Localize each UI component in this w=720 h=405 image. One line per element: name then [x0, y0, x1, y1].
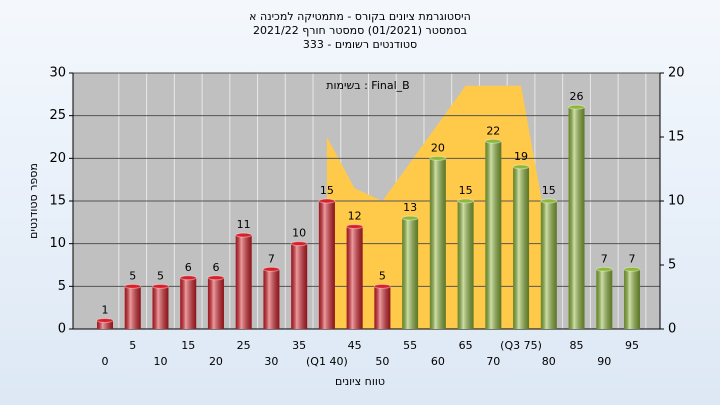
y-tick-label: 0: [58, 322, 66, 337]
bar-shine: [235, 235, 252, 329]
bar-cap: [568, 104, 586, 110]
x-tick-label: 90: [597, 355, 611, 368]
bar-cap: [207, 275, 225, 281]
bar-cap: [262, 266, 280, 272]
y-axis-label: מספר סטודנטים: [27, 163, 40, 239]
x-tick-label: 35: [292, 339, 306, 352]
bar-shine: [624, 269, 640, 329]
x-tick-label: 65: [459, 339, 473, 352]
data-label: 22: [486, 124, 500, 137]
annotation: בשימות : Final_B: [326, 79, 409, 92]
data-label: 6: [185, 261, 192, 274]
bar-cap: [540, 198, 558, 204]
bar-cap: [235, 232, 253, 238]
y2-tick-label: 15: [668, 130, 685, 145]
bar-shine: [485, 141, 502, 329]
bar-cap: [595, 266, 613, 272]
data-label: 13: [403, 201, 417, 214]
x-tick-label: 45: [348, 339, 362, 352]
x-tick-label: 10: [153, 355, 167, 368]
chart-subtitle: סטודנטים רשומים - 333: [303, 38, 417, 51]
bar-shine: [97, 320, 113, 329]
data-label: 15: [320, 184, 334, 197]
data-label: 26: [570, 90, 584, 103]
data-label: 11: [237, 218, 251, 231]
bar-shine: [291, 243, 308, 329]
data-label: 7: [601, 252, 608, 265]
bar-shine: [457, 201, 474, 329]
bar-shine: [596, 269, 613, 329]
data-label: 6: [212, 261, 219, 274]
bar-shine: [513, 166, 530, 329]
bar-cap: [401, 215, 419, 221]
bar-shine: [429, 158, 446, 329]
x-tick-label: (Q1 40): [306, 355, 348, 368]
bar-cap: [124, 283, 142, 289]
data-label: 15: [542, 184, 556, 197]
x-tick-label: 85: [570, 339, 584, 352]
y2-tick-label: 10: [668, 194, 685, 209]
bar-cap: [290, 241, 308, 247]
y2-tick-label: 0: [668, 322, 676, 337]
chart-title: היסטוגרמת ציונים בקורס - מתמטיקה למכינה …: [249, 10, 471, 23]
bar-cap: [623, 266, 641, 272]
y-tick-label: 5: [58, 279, 66, 294]
x-tick-label: (Q3 75): [500, 339, 542, 352]
y-tick-label: 10: [49, 236, 66, 251]
bar-cap: [429, 155, 447, 161]
x-tick-label: 0: [102, 355, 109, 368]
data-label: 19: [514, 150, 528, 163]
chart-subtitle: בסמסטר (01/2021) סמסטר חורף 2021/22: [253, 24, 467, 37]
y2-tick-label: 5: [668, 258, 676, 273]
x-tick-label: 95: [625, 339, 639, 352]
y-tick-label: 25: [49, 108, 66, 123]
bar-shine: [263, 269, 280, 329]
bar-cap: [179, 275, 197, 281]
y-tick-label: 15: [49, 194, 66, 209]
data-label: 15: [459, 184, 473, 197]
data-label: 5: [379, 269, 386, 282]
bar-shine: [568, 107, 585, 329]
x-tick-label: 15: [181, 339, 195, 352]
x-tick-label: 70: [486, 355, 500, 368]
bar-cap: [346, 224, 364, 230]
y-tick-label: 20: [49, 151, 66, 166]
bar-shine: [374, 286, 391, 329]
data-label: 1: [102, 303, 109, 316]
data-label: 7: [268, 252, 275, 265]
x-tick-label: 25: [237, 339, 251, 352]
bar-shine: [152, 286, 169, 329]
bar-shine: [540, 201, 557, 329]
x-tick-label: 5: [129, 339, 136, 352]
x-tick-label: 30: [264, 355, 278, 368]
bar-shine: [124, 286, 141, 329]
x-tick-label: 20: [209, 355, 223, 368]
bar-shine: [180, 277, 197, 329]
data-label: 12: [348, 210, 362, 223]
x-axis-label: טווח ציונים: [335, 375, 385, 388]
bar-shine: [402, 218, 419, 329]
bar-cap: [457, 198, 475, 204]
y-tick-label: 30: [49, 66, 66, 81]
bar-shine: [318, 201, 335, 329]
bar-cap: [484, 138, 502, 144]
data-label: 5: [129, 269, 136, 282]
bar-cap: [512, 164, 530, 170]
data-label: 7: [629, 252, 636, 265]
bar-cap: [373, 283, 391, 289]
y2-tick-label: 20: [668, 66, 685, 81]
x-tick-label: 60: [431, 355, 445, 368]
x-tick-label: 80: [542, 355, 556, 368]
bar-shine: [207, 277, 224, 329]
bar-cap: [151, 283, 169, 289]
data-label: 10: [292, 227, 306, 240]
data-label: 5: [157, 269, 164, 282]
bar-shine: [346, 226, 363, 329]
data-label: 20: [431, 141, 445, 154]
x-tick-label: 55: [403, 339, 417, 352]
bar-cap: [318, 198, 336, 204]
bar-cap: [96, 317, 114, 323]
x-tick-label: 50: [375, 355, 389, 368]
